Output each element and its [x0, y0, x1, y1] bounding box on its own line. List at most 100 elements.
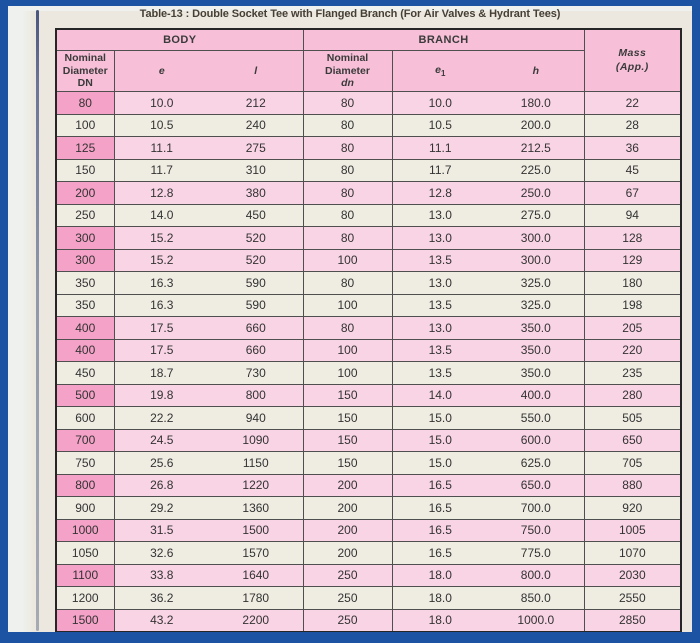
cell-branch-dn: 100 — [302, 248, 393, 272]
cell-h: 350.0 — [488, 361, 585, 385]
cell-l: 590 — [209, 293, 304, 317]
cell-mass: 28 — [583, 113, 682, 137]
cell-body-dn: 1500 — [55, 608, 115, 632]
e1-symbol: e — [435, 63, 441, 76]
cell-e1: 11.1 — [391, 136, 489, 160]
l-symbol: l — [254, 64, 258, 77]
cell-mass: 235 — [583, 361, 682, 385]
cell-h: 300.0 — [488, 248, 585, 272]
cell-body-dn: 1100 — [55, 563, 115, 587]
column-header-e1: e1 — [391, 50, 489, 92]
table-row: 500 19.8 800 150 14.0 400.0 280 — [55, 383, 682, 407]
mass-header-line1: Mass — [618, 47, 647, 60]
cell-e: 43.2 — [113, 608, 209, 632]
cell-body-dn: 400 — [55, 338, 115, 362]
table-row: 250 14.0 450 80 13.0 275.0 94 — [55, 203, 682, 227]
body-dn-symbol: DN — [77, 77, 93, 90]
cell-h: 212.5 — [488, 136, 585, 160]
cell-e1: 13.5 — [391, 338, 489, 362]
cell-h: 200.0 — [488, 113, 585, 137]
cell-body-dn: 125 — [55, 136, 115, 160]
cell-h: 350.0 — [488, 338, 585, 362]
cell-body-dn: 600 — [55, 406, 115, 430]
cell-e: 32.6 — [113, 541, 209, 565]
e1-subscript: 1 — [440, 68, 446, 78]
group-header-row: BODY BRANCH Mass (App.) — [55, 28, 682, 92]
cell-l: 520 — [209, 248, 304, 272]
cell-e1: 11.7 — [391, 158, 489, 182]
column-header-l: l — [209, 50, 304, 92]
cell-e1: 13.0 — [391, 316, 489, 340]
cell-e1: 18.0 — [391, 586, 489, 610]
cell-e1: 10.5 — [391, 113, 489, 137]
cell-branch-dn: 80 — [302, 158, 393, 182]
cell-body-dn: 800 — [55, 473, 115, 497]
body-dn-label: Nominal Diameter — [62, 52, 108, 77]
cell-body-dn: 100 — [55, 113, 115, 137]
cell-body-dn: 500 — [55, 383, 115, 407]
cell-h: 600.0 — [488, 428, 585, 452]
cell-body-dn: 350 — [55, 271, 115, 295]
cell-mass: 2030 — [583, 563, 682, 587]
cell-l: 240 — [209, 113, 304, 137]
cell-h: 325.0 — [488, 293, 585, 317]
cell-body-dn: 350 — [55, 293, 115, 317]
cell-body-dn: 300 — [55, 226, 115, 250]
cell-e1: 12.8 — [391, 181, 489, 205]
cell-branch-dn: 200 — [302, 473, 393, 497]
table-row: 450 18.7 730 100 13.5 350.0 235 — [55, 361, 682, 385]
h-symbol: h — [532, 64, 539, 77]
cell-mass: 67 — [583, 181, 682, 205]
cell-l: 1780 — [209, 586, 304, 610]
cell-h: 1000.0 — [488, 608, 585, 632]
cell-mass: 180 — [583, 271, 682, 295]
cell-e: 11.7 — [113, 158, 209, 182]
cell-branch-dn: 150 — [302, 451, 393, 475]
cell-mass: 705 — [583, 451, 682, 475]
cell-mass: 129 — [583, 248, 682, 272]
cell-branch-dn: 100 — [302, 361, 393, 385]
sub-header-row: Nominal Diameter DN e l Nominal Diameter… — [55, 50, 681, 92]
table-row: 1100 33.8 1640 250 18.0 800.0 2030 — [55, 563, 682, 587]
column-header-body-dn: Nominal Diameter DN — [55, 50, 115, 92]
cell-mass: 880 — [583, 473, 682, 497]
cell-e: 26.8 — [113, 473, 209, 497]
cell-l: 1570 — [209, 541, 304, 565]
cell-body-dn: 300 — [55, 248, 115, 272]
cell-e1: 16.5 — [391, 541, 489, 565]
cell-l: 1220 — [209, 473, 304, 497]
cell-l: 310 — [209, 158, 304, 182]
cell-branch-dn: 80 — [302, 316, 393, 340]
cell-mass: 220 — [583, 338, 682, 362]
cell-mass: 45 — [583, 158, 682, 182]
cell-branch-dn: 200 — [302, 496, 393, 520]
cell-e1: 18.0 — [391, 608, 489, 632]
column-header-mass: Mass (App.) — [583, 28, 682, 92]
cell-h: 650.0 — [488, 473, 585, 497]
cell-mass: 22 — [583, 91, 682, 115]
cell-e: 15.2 — [113, 226, 209, 250]
cell-h: 775.0 — [488, 541, 585, 565]
cell-branch-dn: 80 — [302, 91, 393, 115]
cell-e1: 13.0 — [391, 226, 489, 250]
column-header-h: h — [488, 50, 585, 92]
table-row: 350 16.3 590 80 13.0 325.0 180 — [55, 271, 682, 295]
cell-mass: 198 — [583, 293, 682, 317]
cell-h: 275.0 — [488, 203, 585, 227]
cell-branch-dn: 150 — [302, 406, 393, 430]
cell-l: 1150 — [209, 451, 304, 475]
cell-body-dn: 450 — [55, 361, 115, 385]
cell-e: 12.8 — [113, 181, 209, 205]
cell-e1: 18.0 — [391, 563, 489, 587]
cell-e1: 13.5 — [391, 248, 489, 272]
cell-h: 625.0 — [488, 451, 585, 475]
cell-mass: 1005 — [583, 518, 682, 542]
cell-branch-dn: 80 — [302, 181, 393, 205]
cell-body-dn: 80 — [55, 91, 115, 115]
cell-l: 1360 — [209, 496, 304, 520]
column-header-e: e — [113, 50, 209, 92]
cell-l: 1500 — [209, 518, 304, 542]
table-row: 400 17.5 660 100 13.5 350.0 220 — [55, 338, 682, 362]
cell-branch-dn: 250 — [302, 586, 393, 610]
